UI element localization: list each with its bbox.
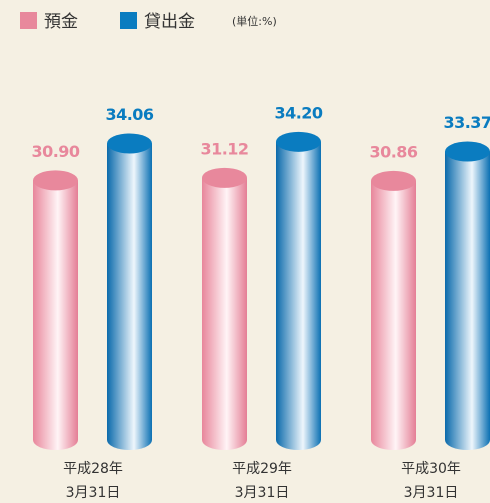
bar [276, 141, 321, 450]
x-tick-label: 3月31日 [235, 485, 290, 501]
bar-top [371, 170, 416, 191]
value-label: 34.06 [105, 105, 153, 124]
value-label: 33.37 [443, 113, 490, 132]
bar [202, 177, 247, 450]
bar [445, 151, 490, 450]
value-label: 30.86 [369, 142, 417, 161]
value-label: 31.12 [200, 139, 248, 158]
bar-top [33, 170, 78, 191]
bar [107, 143, 152, 451]
bar-top [202, 167, 247, 188]
legend-label: 貸出金 [144, 12, 195, 32]
bar [371, 180, 416, 450]
unit-note: (単位:%) [232, 14, 277, 28]
value-label: 34.20 [274, 103, 322, 122]
legend-label: 預金 [44, 12, 78, 32]
x-tick-label: 平成28年 [63, 461, 123, 477]
legend-swatch [20, 12, 37, 29]
bar [33, 180, 78, 451]
x-tick-label: 3月31日 [404, 485, 459, 501]
bar-top [445, 141, 490, 162]
bar-top [276, 131, 321, 152]
value-label: 30.90 [31, 142, 79, 161]
x-tick-label: 平成29年 [232, 461, 292, 477]
bar-top [107, 133, 152, 154]
x-tick-label: 平成30年 [401, 461, 461, 477]
legend-swatch [120, 12, 137, 29]
x-tick-label: 3月31日 [66, 485, 121, 501]
